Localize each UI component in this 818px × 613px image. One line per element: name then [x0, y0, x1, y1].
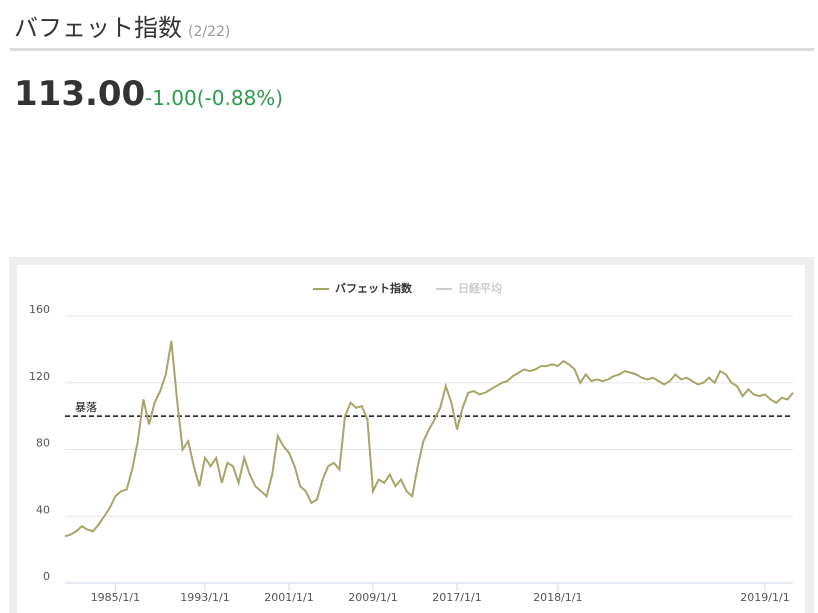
y-tick-label: 0	[43, 570, 50, 583]
x-tick-label: 2018/1/1	[533, 591, 582, 604]
x-tick-label: 2019/1/1	[740, 591, 789, 604]
x-tick-label: 2001/1/1	[264, 591, 313, 604]
y-tick-label: 80	[36, 437, 50, 450]
y-tick-label: 160	[29, 303, 50, 316]
change: -1.00(-0.88%)	[145, 86, 284, 110]
divider	[10, 48, 814, 51]
legend-label[interactable]: バフェット指数	[335, 281, 413, 295]
legend-label[interactable]: 日経平均	[458, 281, 502, 295]
plot-background	[17, 265, 805, 613]
price: 113.00	[14, 74, 146, 114]
x-tick-label: 1985/1/1	[91, 591, 140, 604]
x-tick-label: 1993/1/1	[180, 591, 229, 604]
title-text: バフェット指数	[14, 14, 182, 42]
reference-label: 暴落	[75, 401, 97, 414]
y-tick-label: 120	[29, 370, 50, 383]
x-tick-label: 2009/1/1	[348, 591, 397, 604]
title: バフェット指数 (2/22)	[14, 8, 230, 43]
y-tick-label: 40	[36, 503, 50, 516]
x-tick-label: 2017/1/1	[432, 591, 481, 604]
date: (2/22)	[188, 24, 231, 40]
series-line	[64, 340, 794, 538]
